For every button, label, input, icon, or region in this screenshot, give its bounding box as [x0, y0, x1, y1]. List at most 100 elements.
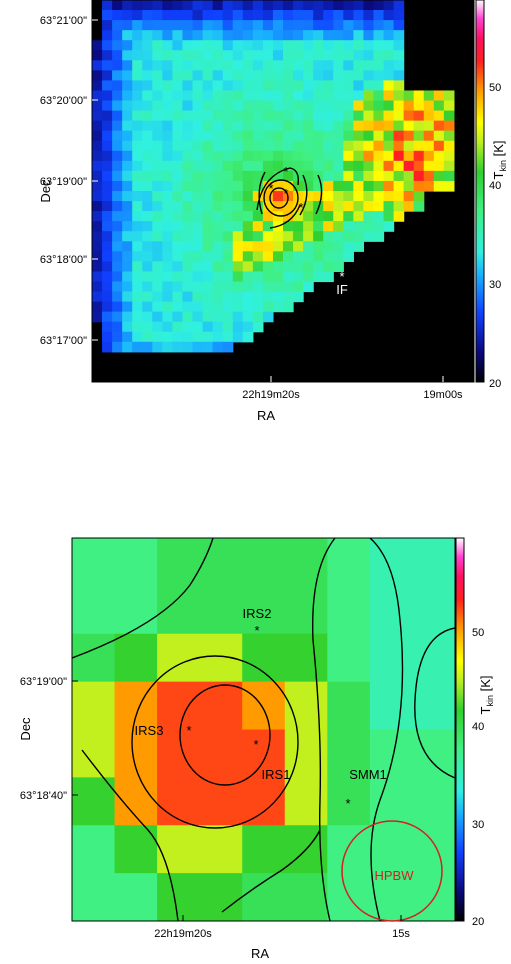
map-pixel [162, 100, 174, 112]
map-pixel [373, 70, 385, 82]
map-pixel [272, 90, 284, 102]
map-pixel [222, 100, 234, 112]
map-pixel [252, 120, 264, 132]
map-pixel [102, 301, 113, 313]
map-pixel [303, 70, 314, 82]
map-pixel [212, 341, 224, 353]
map-pixel [232, 301, 244, 313]
map-pixel [172, 50, 184, 61]
map-pixel [412, 538, 455, 587]
map-pixel [222, 130, 234, 142]
map-pixel [122, 341, 133, 353]
map-pixel [363, 10, 375, 21]
map-pixel [232, 110, 244, 122]
map-pixel [182, 321, 194, 333]
map-pixel [102, 40, 113, 51]
map-pixel [343, 241, 354, 252]
map-pixel [232, 160, 244, 172]
map-pixel [192, 271, 204, 283]
map-pixel [112, 20, 123, 31]
map-pixel [343, 40, 354, 51]
map-pixel [313, 0, 324, 11]
map-pixel [383, 60, 395, 71]
map-pixel [383, 180, 395, 192]
map-pixel [313, 30, 324, 41]
map-pixel [232, 150, 244, 162]
map-pixel [403, 150, 415, 162]
map-pixel [162, 271, 174, 283]
map-pixel [199, 585, 243, 635]
map-pixel [222, 70, 234, 82]
map-pixel [333, 120, 344, 132]
top-y-tick-label: 63°17'00" [40, 335, 87, 347]
map-pixel [343, 50, 354, 61]
map-pixel [102, 281, 113, 293]
map-pixel [283, 241, 294, 252]
map-pixel [222, 341, 234, 353]
map-pixel [313, 40, 324, 51]
map-pixel [142, 170, 153, 182]
map-pixel [92, 301, 103, 313]
map-pixel [443, 120, 455, 132]
map-pixel [142, 140, 153, 152]
map-pixel [232, 0, 244, 11]
map-pixel [383, 20, 395, 31]
hpbw-label: HPBW [375, 868, 415, 883]
map-pixel [293, 40, 304, 51]
map-pixel [303, 221, 314, 232]
map-pixel [162, 80, 174, 92]
map-pixel [142, 80, 153, 92]
map-pixel [383, 110, 395, 122]
map-pixel [122, 331, 133, 343]
top-map-frame [91, 0, 475, 383]
map-pixel [222, 40, 234, 51]
map-pixel [182, 30, 194, 41]
map-pixel [373, 60, 385, 71]
map-pixel [152, 140, 163, 152]
map-pixel [413, 110, 425, 122]
map-pixel [353, 80, 365, 92]
map-pixel [132, 301, 143, 313]
map-pixel [343, 180, 354, 192]
map-pixel [242, 20, 254, 31]
map-pixel [152, 291, 163, 303]
map-pixel [172, 10, 184, 21]
map-pixel [283, 231, 294, 242]
map-pixel [353, 150, 365, 162]
map-pixel [232, 10, 244, 21]
map-pixel [283, 221, 294, 232]
map-pixel [152, 271, 163, 283]
map-pixel [112, 30, 123, 41]
map-pixel [192, 321, 204, 333]
map-pixel [343, 10, 354, 21]
map-pixel [393, 211, 405, 222]
map-pixel [222, 140, 234, 152]
map-pixel [272, 201, 284, 212]
map-pixel [252, 80, 264, 92]
map-pixel [102, 90, 113, 102]
map-pixel [232, 140, 244, 152]
map-pixel [327, 585, 371, 635]
map-pixel [262, 221, 274, 232]
map-pixel [353, 231, 365, 242]
map-pixel [272, 110, 284, 122]
map-pixel [212, 160, 224, 172]
map-pixel [132, 180, 143, 192]
map-pixel [122, 301, 133, 313]
map-pixel [222, 321, 234, 333]
map-pixel [212, 90, 224, 102]
map-pixel [72, 681, 116, 731]
map-pixel [102, 251, 113, 262]
svg-text:Tkin [K]: Tkin [K] [478, 676, 495, 715]
map-pixel [303, 170, 314, 182]
map-pixel [333, 40, 344, 51]
map-pixel [122, 110, 133, 122]
map-pixel [443, 150, 455, 162]
map-pixel [343, 110, 354, 122]
map-pixel [92, 191, 103, 202]
map-pixel [212, 241, 224, 252]
map-pixel [212, 30, 224, 41]
map-pixel [343, 80, 354, 92]
map-pixel [132, 201, 143, 212]
map-pixel [112, 261, 123, 273]
